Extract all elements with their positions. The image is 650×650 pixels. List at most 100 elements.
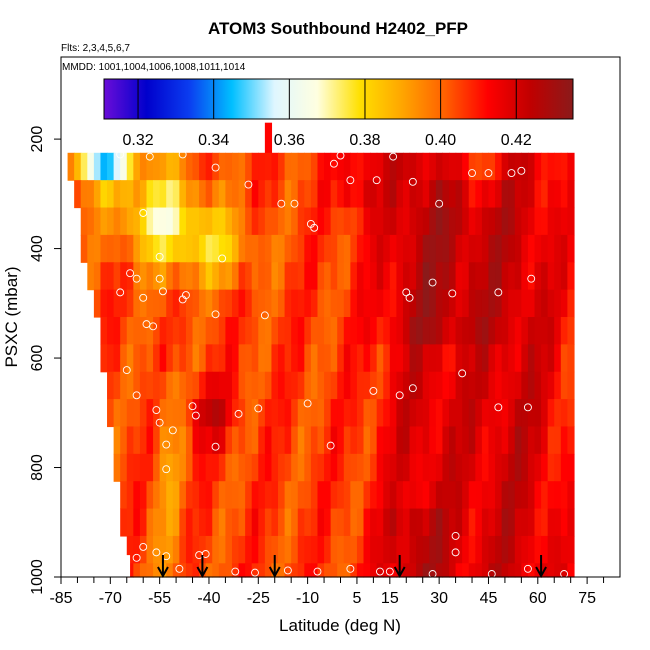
sample-marker [451, 548, 460, 557]
heatmap-cell [350, 371, 358, 400]
heatmap-cell [547, 535, 555, 564]
heatmap-cell [370, 426, 378, 455]
heatmap-cell [527, 426, 536, 455]
heatmap-cell [508, 426, 516, 455]
heatmap-cell [488, 481, 496, 510]
heatmap-cell [304, 180, 312, 209]
heatmap-cell [534, 508, 542, 537]
heatmap-cell [376, 180, 384, 209]
heatmap-cell [297, 152, 305, 181]
heatmap-cell [435, 563, 444, 578]
y-tick-label: 1000 [29, 559, 46, 595]
sample-marker [290, 199, 299, 208]
heatmap-cell [442, 535, 450, 564]
heatmap-cell [205, 371, 213, 400]
heatmap-cell [120, 207, 128, 236]
heatmap-cell [402, 289, 411, 318]
heatmap-cell [363, 426, 371, 455]
heatmap-cell [389, 508, 397, 537]
heatmap-cell [402, 371, 411, 400]
heatmap-cell [212, 289, 220, 318]
sample-marker [435, 199, 444, 208]
heatmap-cell [179, 508, 187, 537]
heatmap-cell [370, 262, 378, 291]
heatmap-cell [337, 344, 345, 373]
heatmap-cell [133, 453, 141, 482]
heatmap-cell [475, 344, 483, 373]
heatmap-cell [166, 207, 174, 236]
heatmap-cell [547, 180, 555, 209]
heatmap-cell [468, 152, 476, 181]
heatmap-cell [185, 289, 194, 318]
heatmap-cell [304, 399, 312, 428]
heatmap-cell [475, 234, 483, 263]
heatmap-cell [179, 426, 187, 455]
heatmap-cell [567, 344, 575, 373]
heatmap-cell [139, 262, 148, 291]
heatmap-cell [192, 207, 200, 236]
heatmap-cell [225, 234, 233, 263]
heatmap-cell [455, 344, 463, 373]
heatmap-cell [462, 289, 470, 318]
heatmap-cell [488, 180, 496, 209]
heatmap-cell [199, 152, 207, 181]
heatmap-cell [442, 344, 450, 373]
sample-marker [523, 403, 532, 412]
heatmap-cell [541, 371, 549, 400]
heatmap-cell [416, 317, 424, 345]
heatmap-cell [521, 535, 529, 564]
heatmap-cell [508, 289, 516, 318]
heatmap-cell [271, 371, 279, 400]
heatmap-cell [146, 289, 154, 318]
heatmap-cell [541, 262, 549, 291]
heatmap-cell [238, 453, 246, 482]
heatmap-cell [225, 508, 233, 537]
heatmap-cell [159, 481, 167, 510]
heatmap-cell [527, 262, 536, 291]
heatmap-cell [435, 535, 444, 564]
heatmap-cell [462, 344, 470, 373]
heatmap-cell [416, 344, 424, 373]
heatmap-cell [245, 180, 253, 209]
heatmap-cell [435, 371, 444, 400]
heatmap-cell [212, 262, 220, 291]
heatmap-cell [527, 399, 536, 428]
heatmap-cell [363, 344, 371, 373]
heatmap-cell [310, 234, 319, 263]
x-tick-label: 15 [381, 590, 399, 607]
heatmap-cell [212, 317, 220, 345]
heatmap-cell [416, 371, 424, 400]
heatmap-cell [278, 508, 286, 537]
heatmap-cell [264, 508, 273, 537]
heatmap-cell [317, 344, 325, 373]
heatmap-cell [310, 453, 319, 482]
heatmap-cell [159, 371, 167, 400]
heatmap-cell [567, 399, 575, 428]
heatmap-cell [185, 207, 194, 236]
heatmap-cell [356, 481, 365, 510]
heatmap-cell [356, 180, 365, 209]
heatmap-cell [317, 399, 325, 428]
heatmap-cell [245, 399, 253, 428]
heatmap-cell [139, 508, 148, 537]
heatmap-cell [567, 289, 575, 318]
heatmap-cell [376, 535, 384, 564]
heatmap-cell [356, 289, 365, 318]
heatmap-cell [291, 262, 299, 291]
heatmap-cell [455, 426, 463, 455]
sample-marker [149, 322, 158, 331]
heatmap-cell [199, 535, 207, 564]
heatmap-cell [159, 289, 167, 318]
heatmap-cell [218, 180, 227, 209]
heatmap-cell [567, 481, 575, 510]
heatmap-cell [310, 399, 319, 428]
heatmap-cell [356, 344, 365, 373]
heatmap-cell [455, 234, 463, 263]
heatmap-cell [370, 481, 378, 510]
heatmap-cell [225, 180, 233, 209]
heatmap-cell [527, 371, 536, 400]
heatmap-cell [245, 207, 253, 236]
heatmap-cell [383, 453, 391, 482]
heatmap-cell [258, 289, 266, 318]
heatmap-cell [258, 563, 266, 578]
